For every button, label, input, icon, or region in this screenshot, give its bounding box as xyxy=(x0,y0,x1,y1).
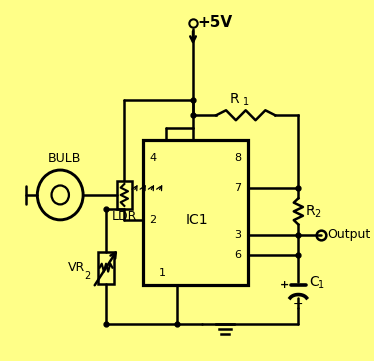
Text: LDR: LDR xyxy=(112,210,137,223)
Text: 8: 8 xyxy=(234,153,242,163)
Text: −: − xyxy=(293,298,304,311)
Text: IC1: IC1 xyxy=(186,213,209,227)
Text: 7: 7 xyxy=(234,183,242,193)
Text: 3: 3 xyxy=(234,230,242,240)
Bar xyxy=(142,140,248,284)
Text: 1: 1 xyxy=(318,280,324,290)
Text: 1: 1 xyxy=(159,268,166,278)
Text: 2: 2 xyxy=(149,215,156,225)
Text: C: C xyxy=(309,275,319,288)
Text: R: R xyxy=(306,204,315,218)
Text: VR: VR xyxy=(68,261,85,274)
Text: BULB: BULB xyxy=(48,152,82,165)
Text: Output: Output xyxy=(328,228,371,241)
Text: 4: 4 xyxy=(149,153,156,163)
Text: R: R xyxy=(229,92,239,106)
Text: 2: 2 xyxy=(314,209,320,219)
Text: 6: 6 xyxy=(234,250,242,260)
Bar xyxy=(98,252,114,284)
Bar xyxy=(117,181,132,209)
Text: +: + xyxy=(280,280,289,290)
Text: 1: 1 xyxy=(242,97,249,107)
Text: 2: 2 xyxy=(85,271,91,280)
Text: +5V: +5V xyxy=(197,15,233,30)
